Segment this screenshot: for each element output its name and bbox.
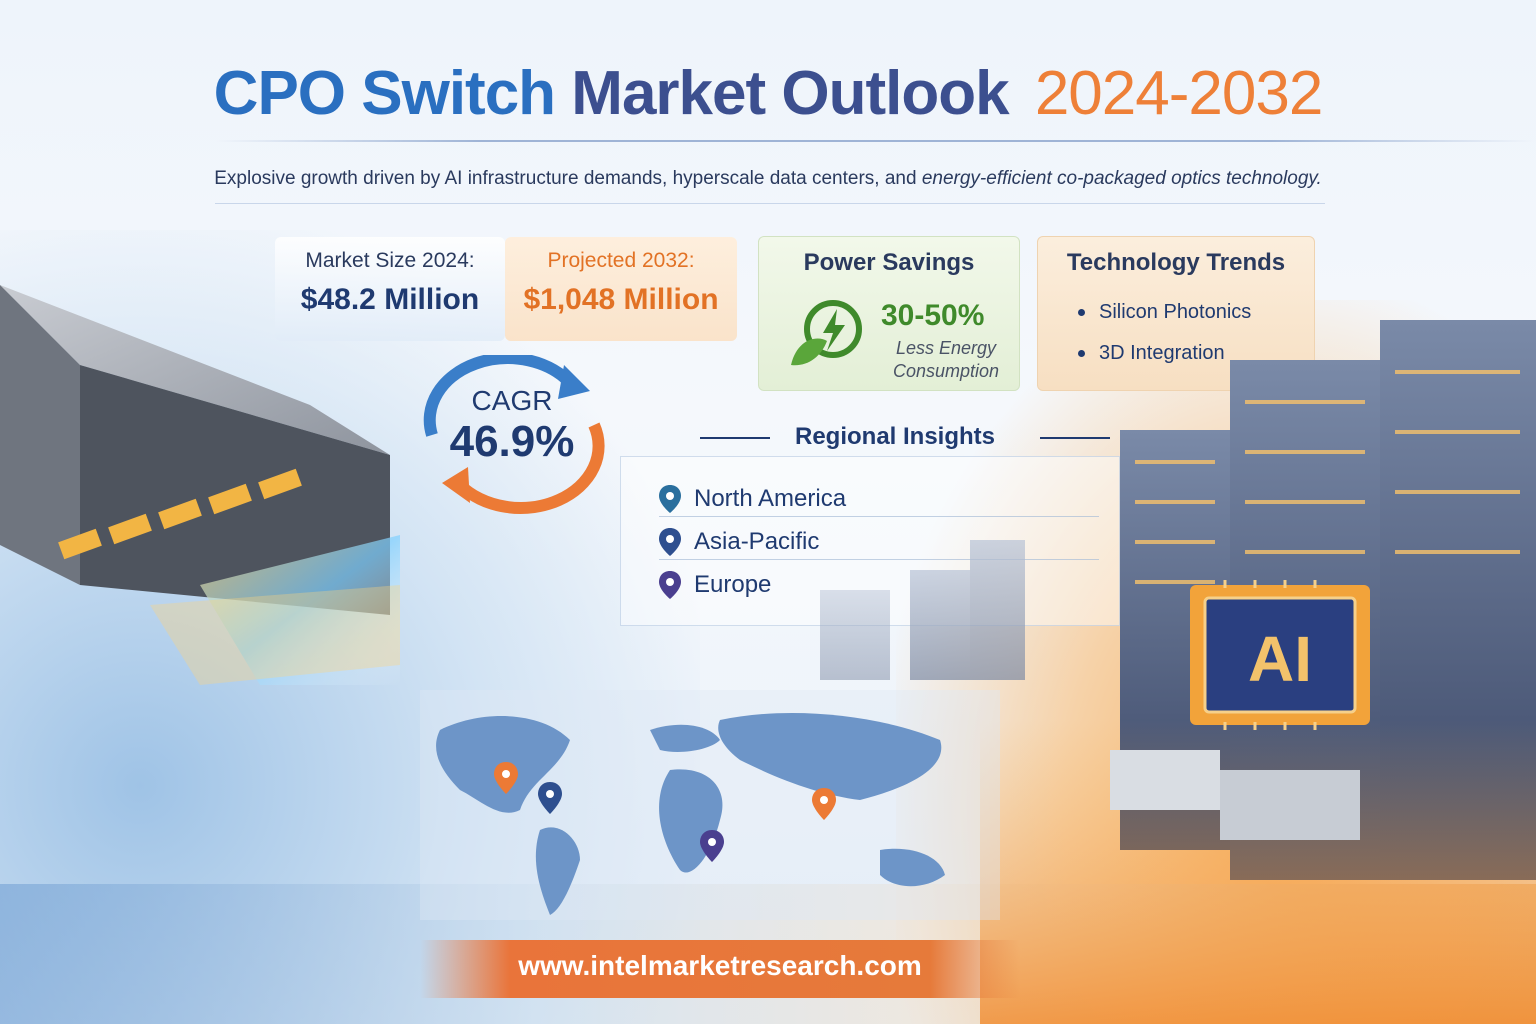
projected-label: Projected 2032: <box>547 249 695 272</box>
footer-website-link[interactable]: www.intelmarketresearch.com <box>518 950 922 981</box>
list-item: Asia-Pacific <box>659 520 1099 560</box>
tech-item-label: 3D Integration <box>1099 342 1225 364</box>
title-part-1: CPO Switch <box>213 59 556 128</box>
power-savings-card: Power Savings 30-50% Less Energy Consump… <box>758 236 1020 391</box>
title-part-2: Market Outlook <box>571 59 1009 128</box>
power-savings-heading: Power Savings <box>803 249 975 276</box>
cagr-badge: CAGR 46.9% <box>412 352 612 515</box>
tech-item-label: Silicon Photonics <box>1099 301 1252 323</box>
heading-rule-left <box>700 437 770 439</box>
list-item: Silicon Photonics <box>1078 301 1251 324</box>
bullet-icon <box>1078 309 1085 317</box>
market-size-card: Market Size 2024: $48.2 Million <box>275 237 505 341</box>
cpo-switch-server-illustration <box>0 285 400 685</box>
location-pin-icon <box>659 485 681 513</box>
heading-rule-right <box>1040 437 1110 439</box>
title-years: 2024-2032 <box>1034 59 1323 128</box>
market-size-value: $48.2 Million <box>300 283 480 316</box>
power-desc-line-2: Consumption <box>892 361 1000 381</box>
title-divider <box>215 140 1535 142</box>
power-desc-line-1: Less Energy <box>895 338 997 358</box>
region-label: Asia-Pacific <box>694 528 820 555</box>
leaf-lightning-icon <box>791 300 862 366</box>
projected-card: Projected 2032: $1,048 Million <box>505 237 737 341</box>
projected-value: $1,048 Million <box>523 283 719 316</box>
region-label: Europe <box>694 571 772 598</box>
world-map-illustration <box>420 690 1000 920</box>
power-savings-description: Less Energy Consumption <box>881 337 1011 383</box>
footer-band <box>420 940 1020 998</box>
location-pin-icon <box>659 571 681 599</box>
power-savings-percent: 30-50% <box>881 299 985 332</box>
list-item: Europe <box>659 563 1099 603</box>
subtitle-main: Explosive growth driven by AI infrastruc… <box>214 168 922 189</box>
technology-trends-card: Technology Trends Silicon Photonics 3D I… <box>1037 236 1315 391</box>
ai-chip-label: AI <box>1248 623 1312 695</box>
cycle-arrows-icon <box>423 352 605 514</box>
regional-insights-heading: Regional Insights <box>794 423 995 450</box>
list-item: 3D Integration <box>1078 342 1251 365</box>
cagr-label: CAGR <box>471 385 553 416</box>
location-pin-icon <box>659 528 681 556</box>
list-item: North America <box>659 477 1099 517</box>
technology-trends-list: Silicon Photonics 3D Integration <box>1078 301 1251 383</box>
region-label: North America <box>694 485 847 512</box>
ai-chip-icon <box>1190 580 1370 730</box>
regional-insights-heading-wrap: Regional Insights <box>660 420 1130 454</box>
subtitle-divider <box>215 203 1325 204</box>
technology-trends-heading: Technology Trends <box>1066 249 1286 276</box>
bullet-icon <box>1078 350 1085 358</box>
page-title: CPO Switch Market Outlook 2024-2032 <box>0 58 1536 129</box>
market-size-label: Market Size 2024: <box>305 249 475 272</box>
page-subtitle: Explosive growth driven by AI infrastruc… <box>0 168 1536 190</box>
cagr-value: 46.9% <box>449 417 575 466</box>
subtitle-italic: energy-efficient co-packaged optics tech… <box>921 168 1322 189</box>
